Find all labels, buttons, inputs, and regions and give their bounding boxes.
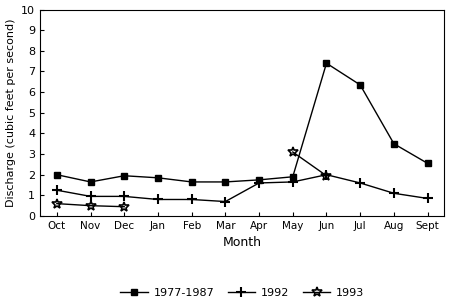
1977-1987: [88, 180, 93, 184]
1992: [256, 181, 262, 185]
1992: [391, 191, 396, 195]
1992: [290, 180, 296, 184]
1992: [88, 195, 93, 198]
1977-1987: [256, 178, 262, 182]
1992: [122, 195, 127, 198]
Y-axis label: Discharge (cubic feet per second): Discharge (cubic feet per second): [5, 19, 16, 207]
1977-1987: [324, 61, 329, 65]
1977-1987: [223, 180, 228, 184]
1977-1987: [155, 176, 161, 180]
1992: [425, 197, 430, 200]
Line: 1993: 1993: [52, 199, 129, 211]
Legend: 1977-1987, 1992, 1993: 1977-1987, 1992, 1993: [116, 284, 369, 300]
X-axis label: Month: Month: [223, 236, 262, 249]
1992: [54, 188, 59, 192]
1977-1987: [357, 83, 363, 87]
1993: [122, 205, 127, 208]
1977-1987: [54, 173, 59, 176]
1993: [54, 202, 59, 206]
1992: [324, 173, 329, 176]
1992: [189, 198, 194, 201]
1992: [155, 198, 161, 201]
1977-1987: [425, 162, 430, 165]
1977-1987: [290, 175, 296, 178]
1977-1987: [122, 174, 127, 178]
1993: [88, 204, 93, 208]
Line: 1992: 1992: [52, 170, 432, 206]
1977-1987: [391, 142, 396, 146]
1992: [223, 200, 228, 203]
Line: 1977-1987: 1977-1987: [54, 61, 430, 185]
1992: [357, 181, 363, 185]
1977-1987: [189, 180, 194, 184]
